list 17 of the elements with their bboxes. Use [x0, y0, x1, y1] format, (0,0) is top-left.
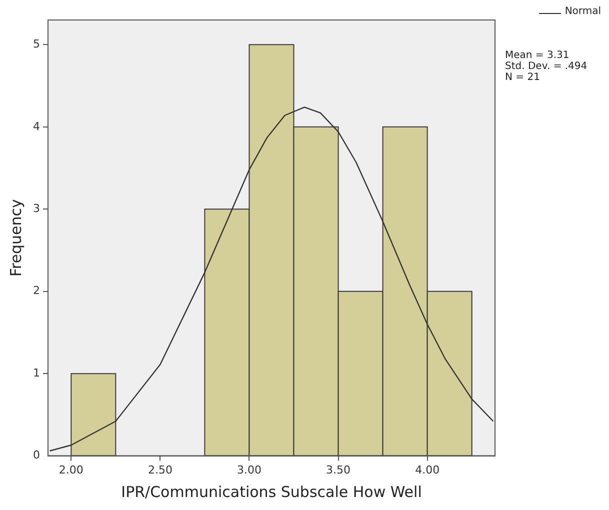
x-axis-title: IPR/Communications Subscale How Well [121, 482, 422, 501]
y-tick-label: 4 [33, 120, 40, 133]
y-tick-label: 5 [33, 38, 40, 51]
y-tick-label: 0 [33, 448, 40, 462]
text: Std. Dev. = .494 [505, 61, 588, 72]
y-tick-label: 3 [33, 202, 40, 215]
y-axis-title: Frequency [6, 199, 25, 277]
x-tick-label: 3.00 [236, 463, 262, 476]
x-tick-label: 2.00 [58, 463, 84, 476]
x-tick-label: 3.50 [326, 463, 351, 476]
x-tick-label: 4.00 [415, 463, 440, 476]
y-tick-label: 2 [33, 284, 40, 298]
text: Mean = 3.31 [505, 50, 570, 61]
x-tick-label: 2.50 [148, 463, 172, 476]
legend-label: Normal [564, 6, 601, 17]
text: N = 21 [505, 72, 541, 83]
y-tick-label: 1 [33, 366, 40, 380]
